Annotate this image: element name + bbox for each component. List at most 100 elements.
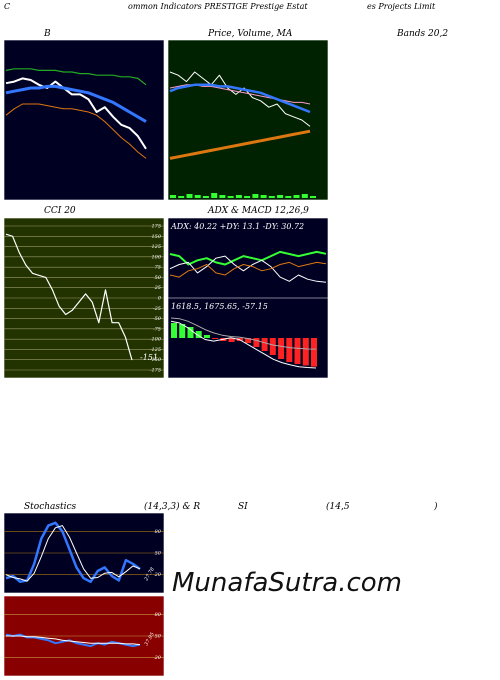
minus-dy-line — [169, 261, 327, 278]
cci-tick-label: 150 — [151, 234, 161, 240]
rsi-tick-label: 50 — [155, 634, 162, 640]
volume-bar — [310, 196, 316, 198]
cci-tick-label: 0 — [158, 296, 162, 302]
macd-histogram-bar — [171, 323, 177, 338]
macd-histogram-bar — [195, 331, 202, 338]
cci-tick-label: 125 — [151, 244, 161, 250]
cci-panel: 175 150 125 100 75 50 25 0 -25 -50 -75 -100 -125 -150… — [4, 218, 164, 378]
signal-line — [170, 317, 317, 350]
macd-histogram-bar — [212, 338, 219, 339]
cci-chart: 175 150 125 100 75 50 25 0 -25 -50 -75 -100 -125 -150… — [4, 218, 164, 378]
rsi-title: SI — [238, 502, 248, 512]
bb-middle-line — [5, 84, 147, 123]
price-chart — [168, 40, 328, 200]
adx-macd-chart: ADX: 40.22 +DY: 13.1 -DY: 30.72 1618.5, 1… — [168, 218, 328, 378]
adx-macd-title: ADX & MACD 12,26,9 — [208, 206, 309, 216]
volume-bar — [227, 196, 234, 198]
volume-bar — [260, 195, 267, 198]
volume-bar — [186, 194, 193, 198]
bollinger-panel — [4, 40, 164, 200]
cci-tick-label: 175 — [151, 224, 161, 230]
header-title: ommon Indicators PRESTIGE Prestige Estat — [128, 2, 308, 11]
stoch-params: (14,3,3) & R — [144, 502, 201, 512]
cci-tick-label: -75 — [153, 326, 161, 332]
macd-histogram-bar — [286, 338, 293, 362]
bb-lower-line — [5, 103, 147, 159]
cci-tick-label: 50 — [155, 275, 162, 281]
cci-value-label: -151 — [140, 353, 158, 362]
rsi-tick-label: 80 — [155, 612, 162, 618]
adx-macd-panel: ADX: 40.22 +DY: 13.1 -DY: 30.72 1618.5, 1… — [168, 218, 328, 378]
stochastics-panel: 80 50 20 27.78 — [4, 513, 164, 593]
cci-tick-label: -150 — [150, 357, 162, 363]
volume-bar — [202, 196, 209, 198]
macd-histogram-bar — [187, 327, 194, 338]
rsi-tick-label: 20 — [154, 655, 162, 661]
price-title: Price, Volume, MA — [208, 29, 293, 39]
cci-tick-label: -25 — [153, 306, 161, 312]
volume-bar — [235, 195, 242, 198]
panel-background — [4, 40, 164, 200]
rsi-params: (14,5 — [326, 502, 350, 512]
watermark: MunafaSutra.com — [172, 568, 403, 598]
cci-title: CCI 20 — [44, 206, 76, 216]
bollinger-chart — [4, 40, 164, 200]
macd-histogram-bar — [253, 338, 260, 347]
header-right: es Projects Limit — [367, 2, 436, 11]
stoch-tick-label: 80 — [155, 529, 162, 535]
ma-mid-line — [169, 83, 311, 114]
close-line — [5, 77, 147, 150]
rsi-panel: 80 50 20 37.95 — [4, 596, 164, 676]
adx-readout: ADX: 40.22 +DY: 13.1 -DY: 30.72 — [170, 222, 304, 231]
macd-histogram-bar — [278, 338, 285, 359]
cci-tick-label: 75 — [155, 265, 161, 271]
volume-bar — [178, 196, 185, 198]
macd-histogram-bar — [302, 338, 309, 366]
volume-bar — [194, 195, 201, 198]
cci-tick-label: -125 — [150, 347, 161, 353]
macd-readout: 1618.5, 1675.65, -57.15 — [171, 302, 268, 311]
volume-bar — [301, 194, 308, 198]
cci-line — [5, 233, 133, 361]
price-line — [169, 71, 311, 127]
header-left: C — [4, 2, 11, 11]
volume-bar — [285, 196, 292, 198]
adx-line — [169, 250, 327, 266]
bollinger-title: B — [44, 29, 51, 39]
stoch-title: Stochastics — [24, 502, 77, 512]
macd-histogram-bar — [203, 335, 210, 338]
volume-bar — [252, 194, 259, 198]
panel-background — [168, 40, 328, 200]
volume-bar — [244, 196, 251, 198]
macd-histogram-bar — [294, 338, 301, 364]
volume-bar — [268, 196, 275, 198]
stoch-tick-label: 50 — [155, 551, 162, 557]
volume-bar — [170, 195, 176, 198]
volume-bar — [277, 195, 284, 198]
volume-bar — [219, 195, 226, 198]
macd-histogram-bar — [269, 338, 276, 355]
cci-tick-label: -175 — [150, 368, 161, 374]
bb-upper-line — [5, 68, 147, 86]
price-panel — [168, 40, 328, 200]
plus-dy-line — [169, 255, 327, 283]
volume-bar — [211, 193, 218, 198]
cci-tick-label: -100 — [150, 337, 162, 343]
cci-tick-label: -50 — [153, 316, 162, 322]
macd-histogram-bar — [179, 324, 186, 338]
volume-bar — [293, 195, 300, 198]
cci-tick-label: 100 — [151, 254, 161, 260]
macd-histogram-bar — [261, 338, 268, 351]
macd-histogram-bar — [245, 338, 252, 343]
macd-histogram-bar — [311, 338, 317, 367]
stoch-d-line — [5, 525, 141, 582]
stoch-k-line — [5, 521, 141, 584]
rsi-params-close: ) — [434, 502, 438, 512]
macd-histogram-bar — [228, 338, 235, 342]
ma-long-line — [169, 129, 311, 160]
stoch-tick-label: 20 — [154, 572, 162, 578]
cci-tick-label: 25 — [154, 285, 161, 291]
rsi-ma-line — [6, 635, 141, 646]
